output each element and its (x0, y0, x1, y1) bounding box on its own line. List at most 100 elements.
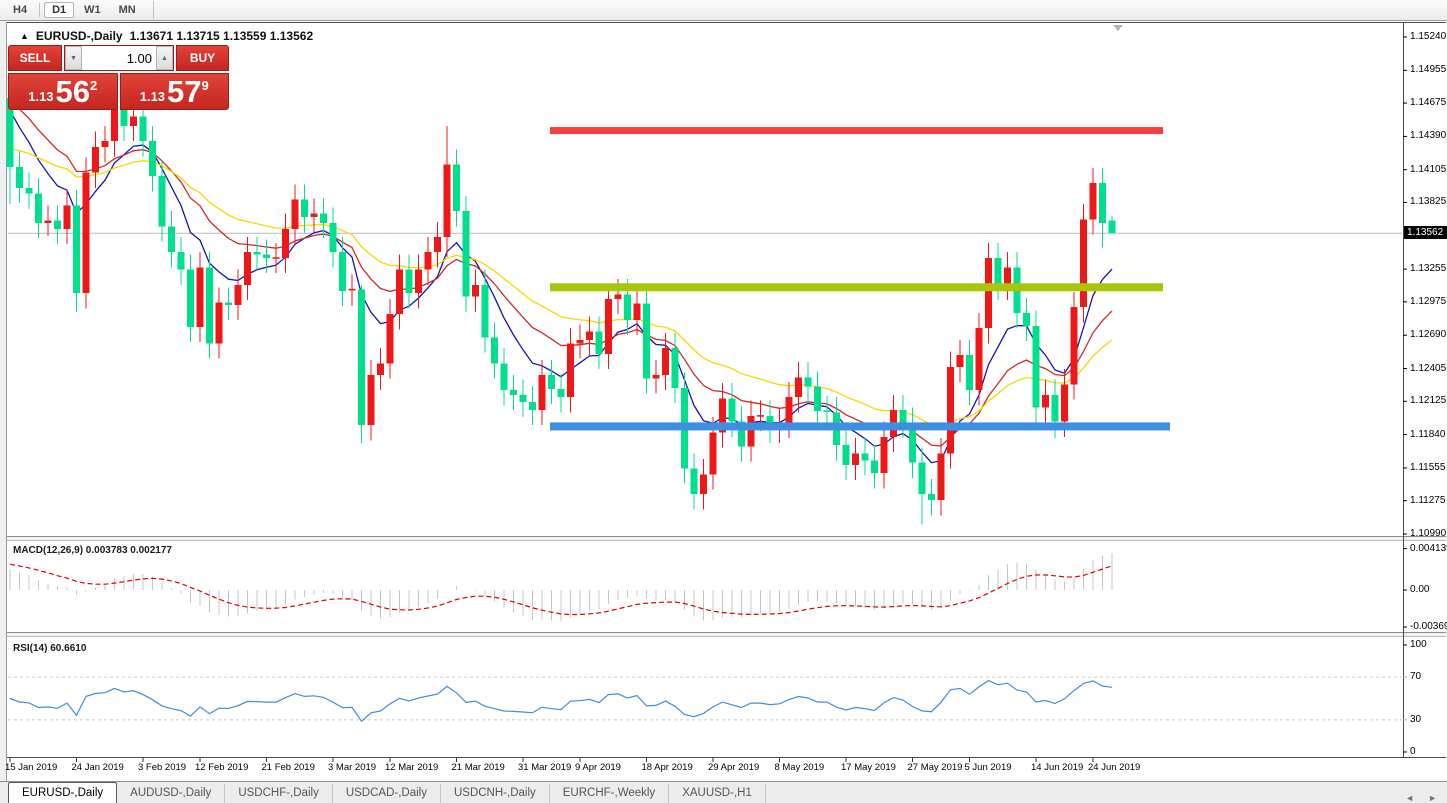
candle-body (35, 193, 42, 223)
candle-body (434, 236, 441, 253)
collapse-panel-icon[interactable]: ▲ (20, 31, 29, 41)
tab-xauusd[interactable]: XAUUSD-,H1 (669, 784, 766, 803)
candle-body (25, 187, 33, 194)
tabs-scroll-left-icon[interactable]: ◄ (1405, 793, 1415, 803)
candle-body (1023, 312, 1030, 326)
macd-axis-label: -0.003699 (1410, 620, 1447, 632)
tab-eurusd[interactable]: EURUSD-,Daily (8, 782, 118, 803)
tab-usdchf[interactable]: USDCHF-,Daily (225, 784, 333, 803)
rsi-axis-label: 100 (1410, 639, 1427, 650)
price-axis-label: 1.10990 (1410, 528, 1447, 539)
buy-button[interactable]: BUY (176, 45, 229, 71)
timeframe-button-d1[interactable]: D1 (44, 2, 75, 18)
candle-body (149, 141, 156, 177)
date-axis-label: 18 Apr 2019 (641, 762, 693, 773)
price-axis-label: 1.14105 (1410, 163, 1447, 175)
rsi-axis-label: 70 (1410, 671, 1422, 683)
date-axis-label: 27 May 2019 (907, 762, 963, 773)
candle-body (738, 421, 745, 447)
chart-shift-marker-icon[interactable] (1113, 25, 1123, 31)
price-axis-label: 1.13255 (1410, 263, 1447, 275)
candle-body (966, 355, 973, 391)
timeframe-button-mn[interactable]: MN (118, 4, 136, 16)
splitter-macd-rsi[interactable] (7, 633, 1447, 637)
candle-body (481, 284, 489, 338)
tab-usdcad[interactable]: USDCAD-,Daily (333, 784, 441, 803)
candle-body (320, 213, 327, 223)
candle-body (1004, 267, 1011, 285)
sell-price-button[interactable]: 1.13 56 2 (8, 73, 118, 110)
date-axis-label: 3 Feb 2019 (138, 762, 187, 773)
candle-body (595, 331, 603, 354)
candle-body (529, 401, 536, 411)
timeframe-button-h4[interactable]: H4 (13, 4, 28, 16)
date-axis-label: 31 Mar 2019 (518, 762, 572, 773)
candle-body (462, 211, 470, 297)
candle-body (234, 284, 242, 305)
candle-body (614, 294, 622, 299)
candle-body (538, 374, 546, 411)
current-price-badge: 1.13562 (1404, 226, 1447, 240)
tab-audusd[interactable]: AUDUSD-,Daily (117, 784, 226, 803)
toolbar-separator (152, 1, 154, 19)
buy-price-button[interactable]: 1.13 57 9 (119, 73, 229, 110)
date-axis-label: 24 Jun 2019 (1088, 762, 1141, 773)
candle-body (586, 331, 593, 340)
sell-price-prefix: 1.13 (28, 89, 54, 104)
volume-decrease-icon[interactable]: ▼ (65, 46, 82, 70)
date-axis-label: 5 Jun 2019 (964, 762, 1012, 773)
candle-body (937, 453, 945, 501)
timeframe-toolbar: H4 D1 W1 MN (0, 0, 1447, 21)
candle-body (120, 102, 128, 126)
candle-body (690, 468, 698, 495)
candle-body (158, 176, 166, 227)
candle-body (899, 410, 907, 423)
date-axis-label: 3 Mar 2019 (328, 762, 377, 773)
candle-body (139, 116, 147, 142)
price-axis-label: 1.12405 (1410, 362, 1447, 374)
candle-body (510, 390, 517, 395)
timeframe-button-w1[interactable]: W1 (84, 4, 101, 16)
volume-increase-icon[interactable]: ▲ (156, 46, 173, 70)
sell-button[interactable]: SELL (8, 45, 62, 71)
candle-body (804, 377, 812, 387)
candle-body (405, 269, 413, 294)
candle-body (472, 284, 479, 297)
candle-body (415, 269, 422, 294)
candle-body (1099, 183, 1106, 223)
tab-usdcnh[interactable]: USDCNH-,Daily (441, 784, 550, 803)
level-line-support[interactable] (550, 422, 1170, 431)
splitter-main-macd[interactable] (7, 537, 1447, 541)
tab-eurchf[interactable]: EURCHF-,Weekly (550, 784, 670, 803)
candle-body (16, 166, 23, 188)
candle-body (310, 213, 318, 218)
candle-body (548, 374, 555, 389)
toolbar-separator (39, 3, 41, 17)
candle-body (814, 386, 821, 412)
candle-body (871, 460, 878, 474)
candle-body (1061, 384, 1068, 422)
level-line-mid-support[interactable] (550, 283, 1163, 292)
candle-body (206, 267, 213, 344)
candle-body (111, 102, 118, 142)
date-axis-label: 29 Apr 2019 (708, 762, 760, 773)
date-axis-label: 9 Apr 2019 (575, 762, 621, 773)
sell-price-big: 56 (55, 74, 91, 109)
candle-body (519, 394, 527, 402)
candle-body (491, 337, 498, 364)
symbol-tabbar: EURUSD-,Daily AUDUSD-,Daily USDCHF-,Daily U… (0, 781, 1447, 803)
candle-body (253, 252, 261, 255)
candle-body (671, 348, 679, 388)
date-axis-label: 17 May 2019 (841, 762, 896, 773)
candle-body (662, 348, 669, 375)
macd-signal-line (9, 563, 1113, 616)
candle-body (453, 164, 460, 212)
candle-body (557, 388, 565, 398)
tabs-scroll-right-icon[interactable]: ► (1428, 793, 1437, 803)
sell-price-pip: 2 (90, 78, 98, 93)
level-line-resistance[interactable] (550, 127, 1163, 135)
price-axis-label: 1.12690 (1410, 329, 1447, 341)
volume-input[interactable] (82, 46, 156, 70)
